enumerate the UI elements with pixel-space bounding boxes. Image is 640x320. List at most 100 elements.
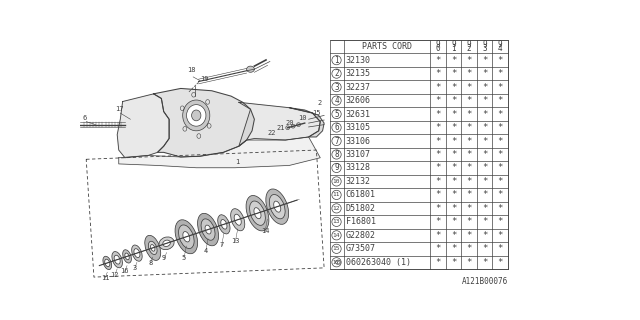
Ellipse shape xyxy=(145,235,161,260)
Text: *: * xyxy=(497,217,503,226)
Ellipse shape xyxy=(125,253,129,260)
Text: *: * xyxy=(497,123,503,132)
Text: *: * xyxy=(451,244,456,253)
Ellipse shape xyxy=(134,249,140,258)
Text: *: * xyxy=(435,231,441,240)
Text: *: * xyxy=(451,258,456,267)
Text: F16801: F16801 xyxy=(346,217,376,226)
Text: 21: 21 xyxy=(276,125,285,131)
Text: *: * xyxy=(451,217,456,226)
Text: 13: 13 xyxy=(231,238,239,244)
Text: *: * xyxy=(435,217,441,226)
Ellipse shape xyxy=(269,195,285,219)
Text: *: * xyxy=(467,258,472,267)
Ellipse shape xyxy=(112,252,122,268)
Text: *: * xyxy=(467,190,472,199)
Polygon shape xyxy=(289,108,324,137)
Text: 9: 9 xyxy=(436,40,440,49)
Text: *: * xyxy=(467,164,472,172)
Text: *: * xyxy=(435,164,441,172)
Text: *: * xyxy=(435,83,441,92)
Text: 33105: 33105 xyxy=(346,123,371,132)
Text: 3: 3 xyxy=(334,83,339,92)
Text: 9: 9 xyxy=(451,40,456,49)
Text: *: * xyxy=(482,56,487,65)
Ellipse shape xyxy=(183,232,190,242)
Ellipse shape xyxy=(291,124,295,128)
Polygon shape xyxy=(154,88,254,157)
Text: *: * xyxy=(497,177,503,186)
Text: 6: 6 xyxy=(334,123,339,132)
Text: C61801: C61801 xyxy=(346,190,376,199)
Ellipse shape xyxy=(105,259,110,267)
Text: *: * xyxy=(497,83,503,92)
Text: *: * xyxy=(482,150,487,159)
Ellipse shape xyxy=(182,100,210,131)
Text: D51802: D51802 xyxy=(346,204,376,213)
Text: *: * xyxy=(451,190,456,199)
Text: *: * xyxy=(467,96,472,105)
Text: 11: 11 xyxy=(333,192,340,197)
Bar xyxy=(330,40,508,269)
Text: 3: 3 xyxy=(132,265,137,271)
Text: *: * xyxy=(435,190,441,199)
Text: *: * xyxy=(451,204,456,213)
Text: *: * xyxy=(435,258,441,267)
Text: *: * xyxy=(451,109,456,118)
Text: PARTS CORD: PARTS CORD xyxy=(362,42,412,51)
Text: *: * xyxy=(497,204,503,213)
Text: *: * xyxy=(482,137,487,146)
Text: *: * xyxy=(467,204,472,213)
Text: 7: 7 xyxy=(220,243,223,248)
Text: 3: 3 xyxy=(482,44,487,53)
Text: *: * xyxy=(482,217,487,226)
Text: 13: 13 xyxy=(333,219,340,224)
Text: A121B00076: A121B00076 xyxy=(461,277,508,286)
Text: *: * xyxy=(435,137,441,146)
Ellipse shape xyxy=(123,250,131,263)
Text: *: * xyxy=(482,164,487,172)
Text: 14: 14 xyxy=(260,228,269,234)
Text: *: * xyxy=(497,150,503,159)
Text: *: * xyxy=(451,164,456,172)
Text: 9: 9 xyxy=(498,40,502,49)
Text: *: * xyxy=(435,244,441,253)
Text: *: * xyxy=(482,177,487,186)
Ellipse shape xyxy=(246,66,254,72)
Text: *: * xyxy=(451,137,456,146)
Text: 12: 12 xyxy=(111,272,119,277)
Text: 1: 1 xyxy=(334,56,339,65)
Text: 10: 10 xyxy=(333,179,340,184)
Text: 0: 0 xyxy=(436,44,440,53)
Text: G22802: G22802 xyxy=(346,231,376,240)
Text: 32237: 32237 xyxy=(346,83,371,92)
Text: 33106: 33106 xyxy=(346,137,371,146)
Text: G73507: G73507 xyxy=(346,244,376,253)
Text: *: * xyxy=(467,123,472,132)
Text: 9: 9 xyxy=(334,164,339,172)
Ellipse shape xyxy=(201,219,215,240)
Text: *: * xyxy=(435,69,441,78)
Text: *: * xyxy=(467,83,472,92)
Text: *: * xyxy=(467,69,472,78)
Text: *: * xyxy=(497,244,503,253)
Text: 32130: 32130 xyxy=(346,56,371,65)
Text: *: * xyxy=(497,69,503,78)
Text: 4: 4 xyxy=(498,44,502,53)
Text: *: * xyxy=(497,137,503,146)
Ellipse shape xyxy=(198,213,219,246)
Text: 15: 15 xyxy=(333,246,340,251)
Ellipse shape xyxy=(274,201,281,212)
Text: *: * xyxy=(451,123,456,132)
Ellipse shape xyxy=(221,220,227,229)
Text: 10: 10 xyxy=(298,115,307,121)
Text: *: * xyxy=(451,96,456,105)
Text: 1: 1 xyxy=(451,44,456,53)
Text: *: * xyxy=(482,231,487,240)
Text: *: * xyxy=(467,150,472,159)
Text: *: * xyxy=(482,96,487,105)
Text: *: * xyxy=(467,137,472,146)
Text: 33107: 33107 xyxy=(346,150,371,159)
Text: *: * xyxy=(467,177,472,186)
Ellipse shape xyxy=(254,208,261,219)
